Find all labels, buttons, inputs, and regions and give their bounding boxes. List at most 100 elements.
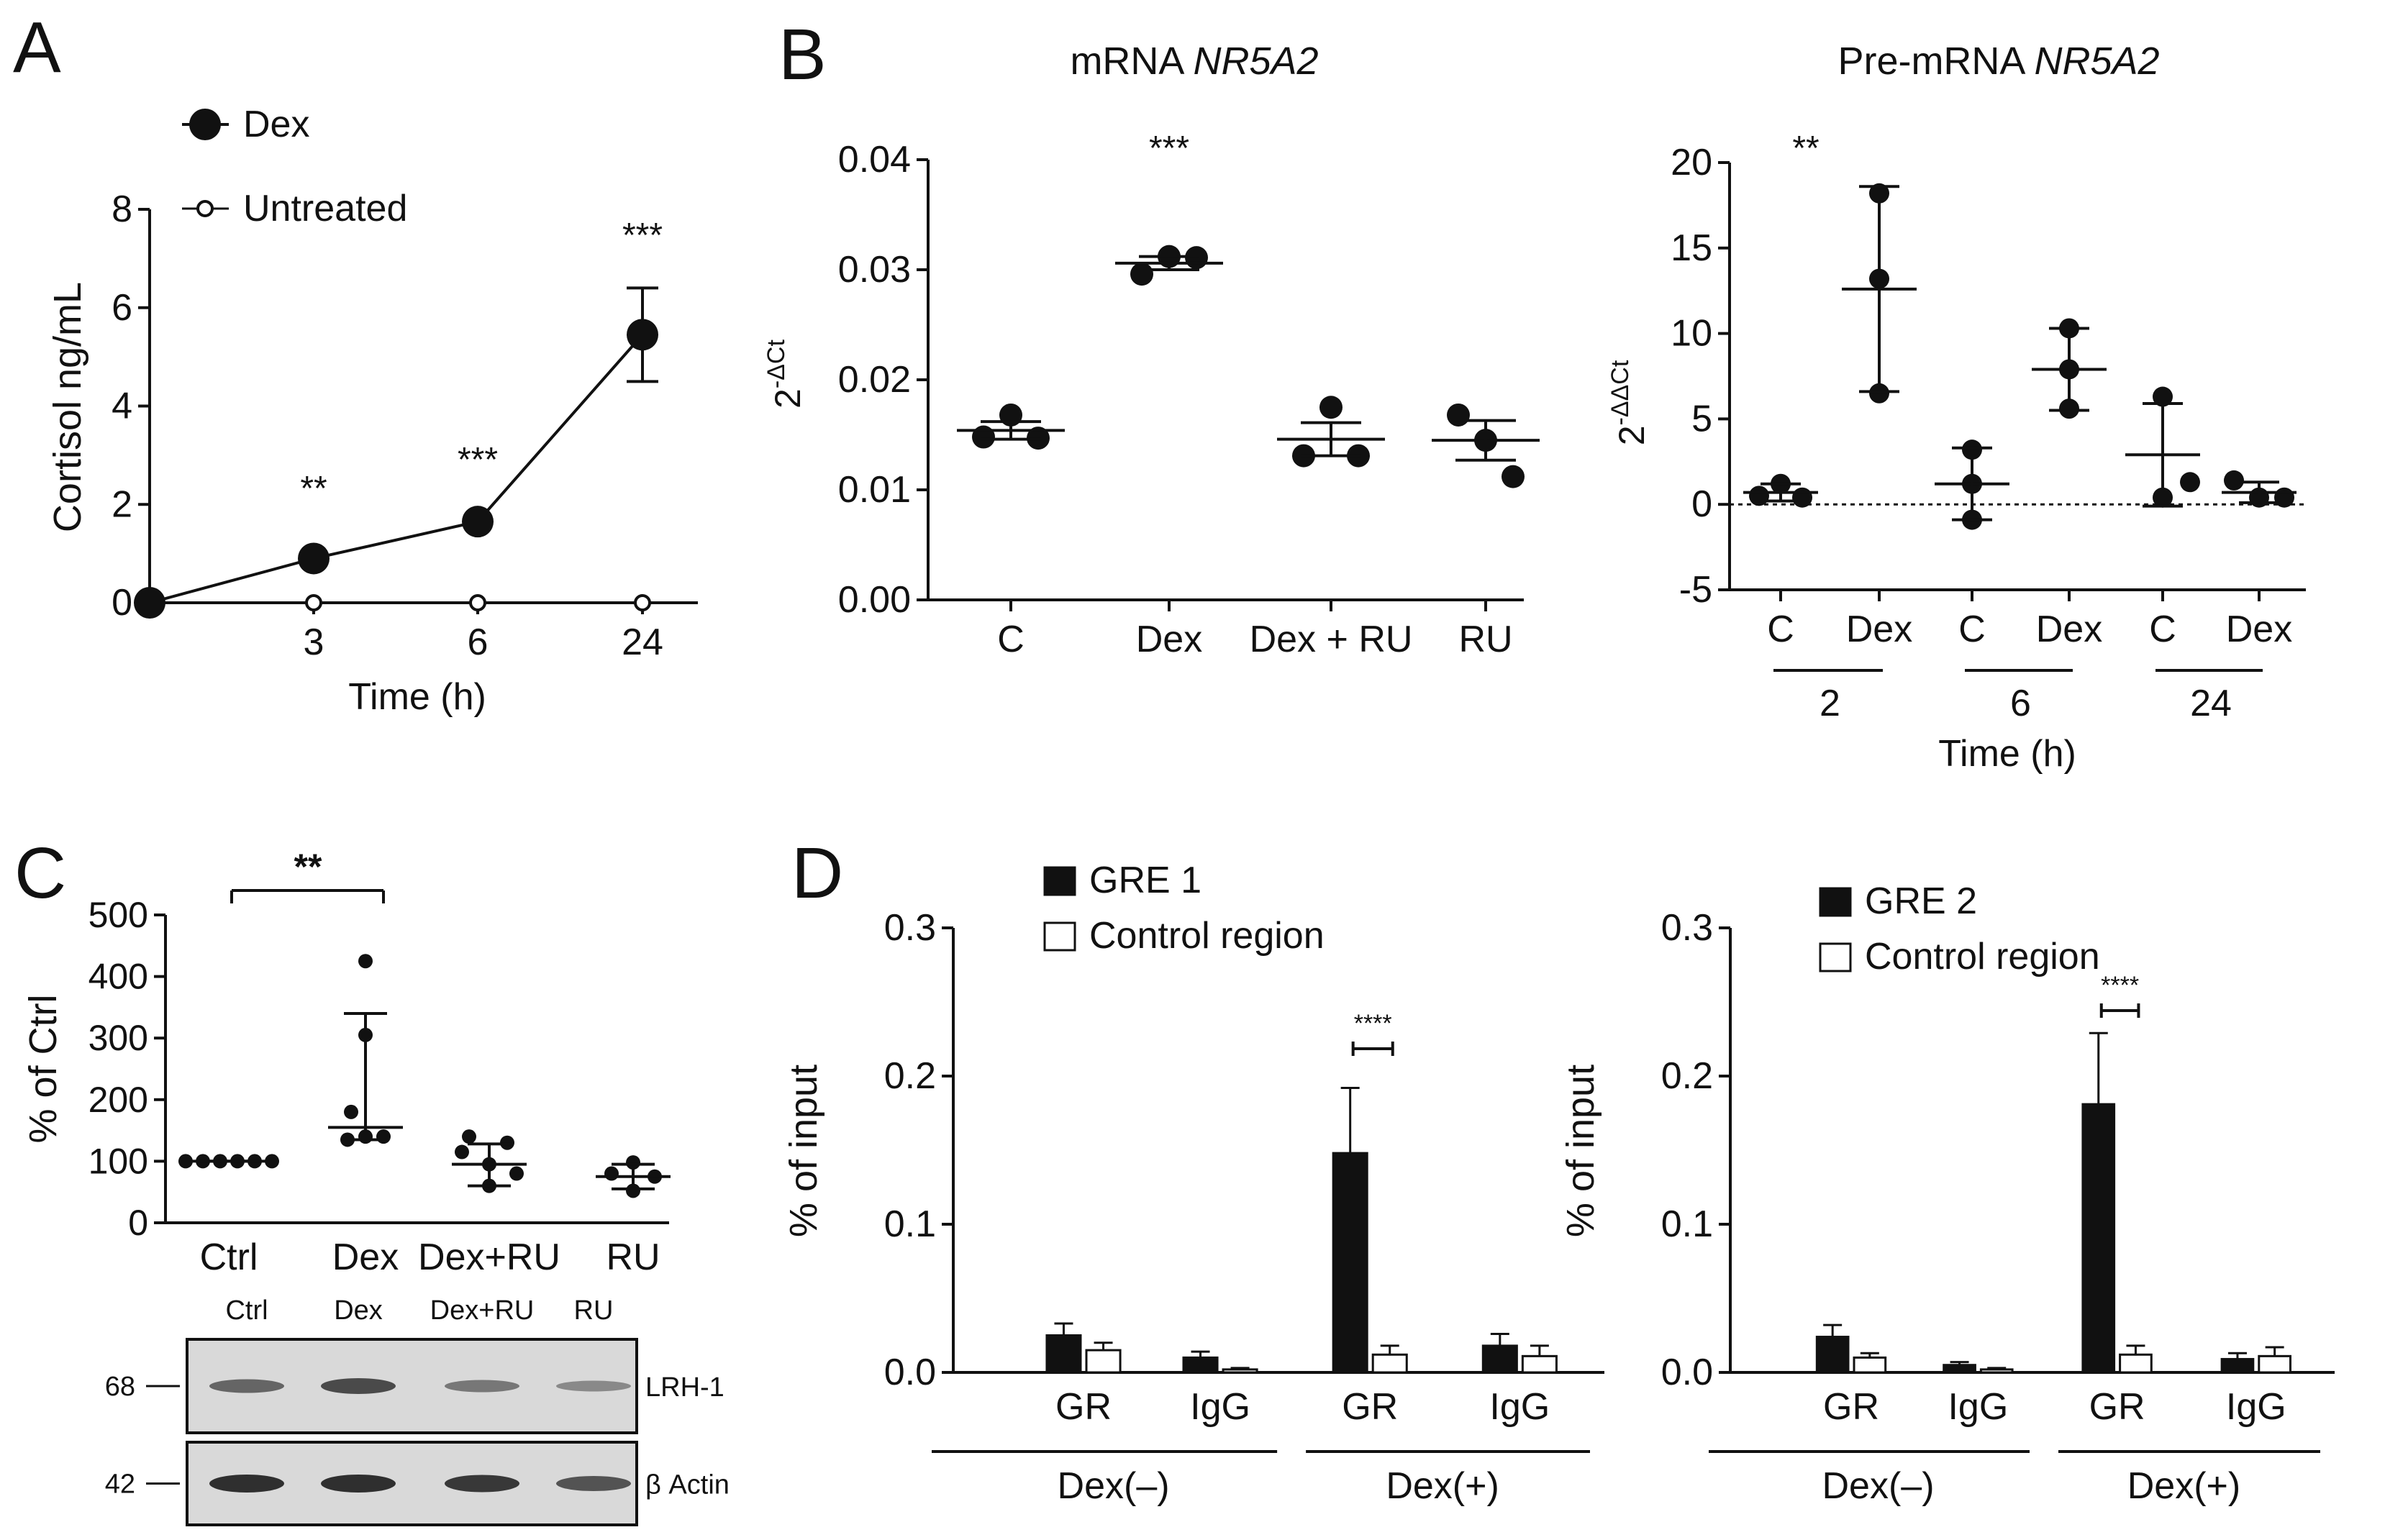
bar-control — [2258, 1354, 2291, 1374]
group-label: Dex(+) — [2127, 1465, 2240, 1507]
x-tick-label: C — [2149, 609, 2176, 650]
y-tick-label: 0.1 — [884, 1203, 936, 1245]
chart-b-mrna: 0.00 0.01 0.02 0.03 0.04 C Dex Dex + RU RU mRNA N… — [763, 40, 1540, 660]
dex-point — [134, 587, 165, 619]
group-label: Dex(–) — [1058, 1465, 1170, 1507]
bar-control — [1521, 1354, 1558, 1374]
blot-protein-label: LRH-1 — [645, 1372, 724, 1403]
data-point — [1502, 465, 1525, 488]
x-tick-label: 24 — [622, 621, 663, 663]
untreated-point — [305, 594, 322, 611]
y-tick-label: 4 — [112, 386, 132, 427]
legend-control-label: Control region — [1089, 915, 1325, 957]
y-tick-label: 0 — [128, 1203, 148, 1243]
x-tick-label: Dex — [2036, 609, 2102, 650]
data-point — [376, 1129, 391, 1144]
x-tick-label: GR — [2089, 1386, 2145, 1428]
y-axis-label: % of Ctrl — [22, 994, 65, 1143]
bar-control — [1371, 1353, 1408, 1374]
data-point — [604, 1166, 619, 1181]
data-point — [1792, 487, 1812, 508]
x-tick-label: Dex — [332, 1236, 399, 1278]
dex-line — [149, 334, 644, 604]
bar-gre — [1943, 1364, 1976, 1374]
significance-marker: ** — [300, 470, 327, 508]
y-tick-label: 20 — [1671, 142, 1712, 183]
y-tick-label: -5 — [1679, 569, 1712, 611]
y-tick-label: 200 — [88, 1080, 148, 1120]
x-tick-label: 3 — [304, 621, 324, 663]
title-gene: NR5A2 — [1193, 40, 1318, 83]
y-tick-label: 0.3 — [884, 907, 936, 949]
legend-gre-swatch — [1819, 887, 1852, 917]
x-tick-label: Dex+RU — [418, 1236, 560, 1278]
x-tick-label: Dex — [2226, 609, 2292, 650]
data-point — [2274, 487, 2294, 508]
y-tick-label: 300 — [88, 1018, 148, 1058]
y-label-sup: -ΔCt — [763, 340, 790, 389]
data-point — [1130, 263, 1153, 286]
blot-lane-label: Ctrl — [225, 1295, 268, 1326]
bar-gre — [1045, 1334, 1082, 1374]
x-tick-label: IgG — [2226, 1386, 2286, 1428]
y-tick-label: 0.03 — [838, 249, 911, 291]
dex-point — [627, 319, 658, 351]
group-label: 24 — [2190, 683, 2232, 724]
bar-control — [1853, 1356, 1887, 1374]
significance-marker: **** — [2101, 972, 2139, 999]
y-tick-label: 2 — [112, 483, 132, 525]
bar-gre — [1332, 1152, 1368, 1374]
chart-title: Pre-mRNA NR5A2 — [1837, 40, 2159, 83]
significance-marker: *** — [458, 441, 498, 479]
x-tick-label: GR — [1823, 1386, 1879, 1428]
bar-gre — [2220, 1357, 2255, 1374]
blot-band — [445, 1380, 519, 1393]
data-point — [462, 1129, 476, 1144]
bar-gre — [2081, 1103, 2116, 1374]
y-label-sup: -ΔΔCt — [1607, 360, 1634, 425]
significance-marker: **** — [1354, 1010, 1392, 1037]
y-tick-label: 5 — [1691, 398, 1712, 439]
legend-control-swatch — [1819, 942, 1852, 972]
x-tick-label: Dex — [1846, 609, 1912, 650]
data-point — [358, 954, 373, 969]
y-tick-label: 400 — [88, 957, 148, 997]
data-point — [344, 1104, 358, 1119]
data-point — [2153, 386, 2173, 407]
legend-dex-marker — [189, 109, 221, 140]
legend-gre-label: GRE 1 — [1089, 860, 1201, 901]
legend-gre-label: GRE 2 — [1865, 880, 1977, 922]
y-axis-label: % of input — [782, 1065, 825, 1237]
data-point — [265, 1154, 279, 1169]
data-point — [178, 1154, 193, 1169]
bar-control — [1085, 1349, 1122, 1374]
data-point — [1447, 403, 1470, 427]
y-tick-label: 0.2 — [884, 1055, 936, 1097]
blot-band — [445, 1475, 519, 1493]
mw-marker-label: 68 — [105, 1372, 135, 1402]
significance-marker: ** — [1792, 129, 1819, 168]
legend-untreated-label: Untreated — [243, 188, 407, 229]
blot-lane-label: Dex+RU — [430, 1295, 535, 1326]
group-label: Dex(+) — [1386, 1465, 1499, 1507]
y-tick-label: 15 — [1671, 227, 1712, 269]
data-point — [1869, 383, 1889, 404]
title-text: mRNA — [1070, 40, 1193, 83]
data-point — [2224, 470, 2244, 491]
data-point — [509, 1166, 524, 1181]
chart-d-gre2: 0.0 0.1 0.2 0.3 % of input GR IgG GR IgG Dex(–) De… — [1559, 880, 2335, 1507]
x-tick-label: RU — [606, 1236, 660, 1278]
untreated-point — [634, 594, 651, 611]
blot-lane-label: Dex — [334, 1295, 383, 1326]
y-tick-label: 0.00 — [838, 579, 911, 621]
blot-band — [209, 1379, 284, 1393]
x-tick-label: Dex — [1136, 619, 1202, 660]
x-axis-label: Time (h) — [1938, 733, 2076, 775]
panel-label-b: B — [778, 14, 827, 95]
legend-dex-label: Dex — [243, 104, 309, 145]
significance-marker: ** — [294, 847, 322, 887]
untreated-point — [469, 594, 486, 611]
